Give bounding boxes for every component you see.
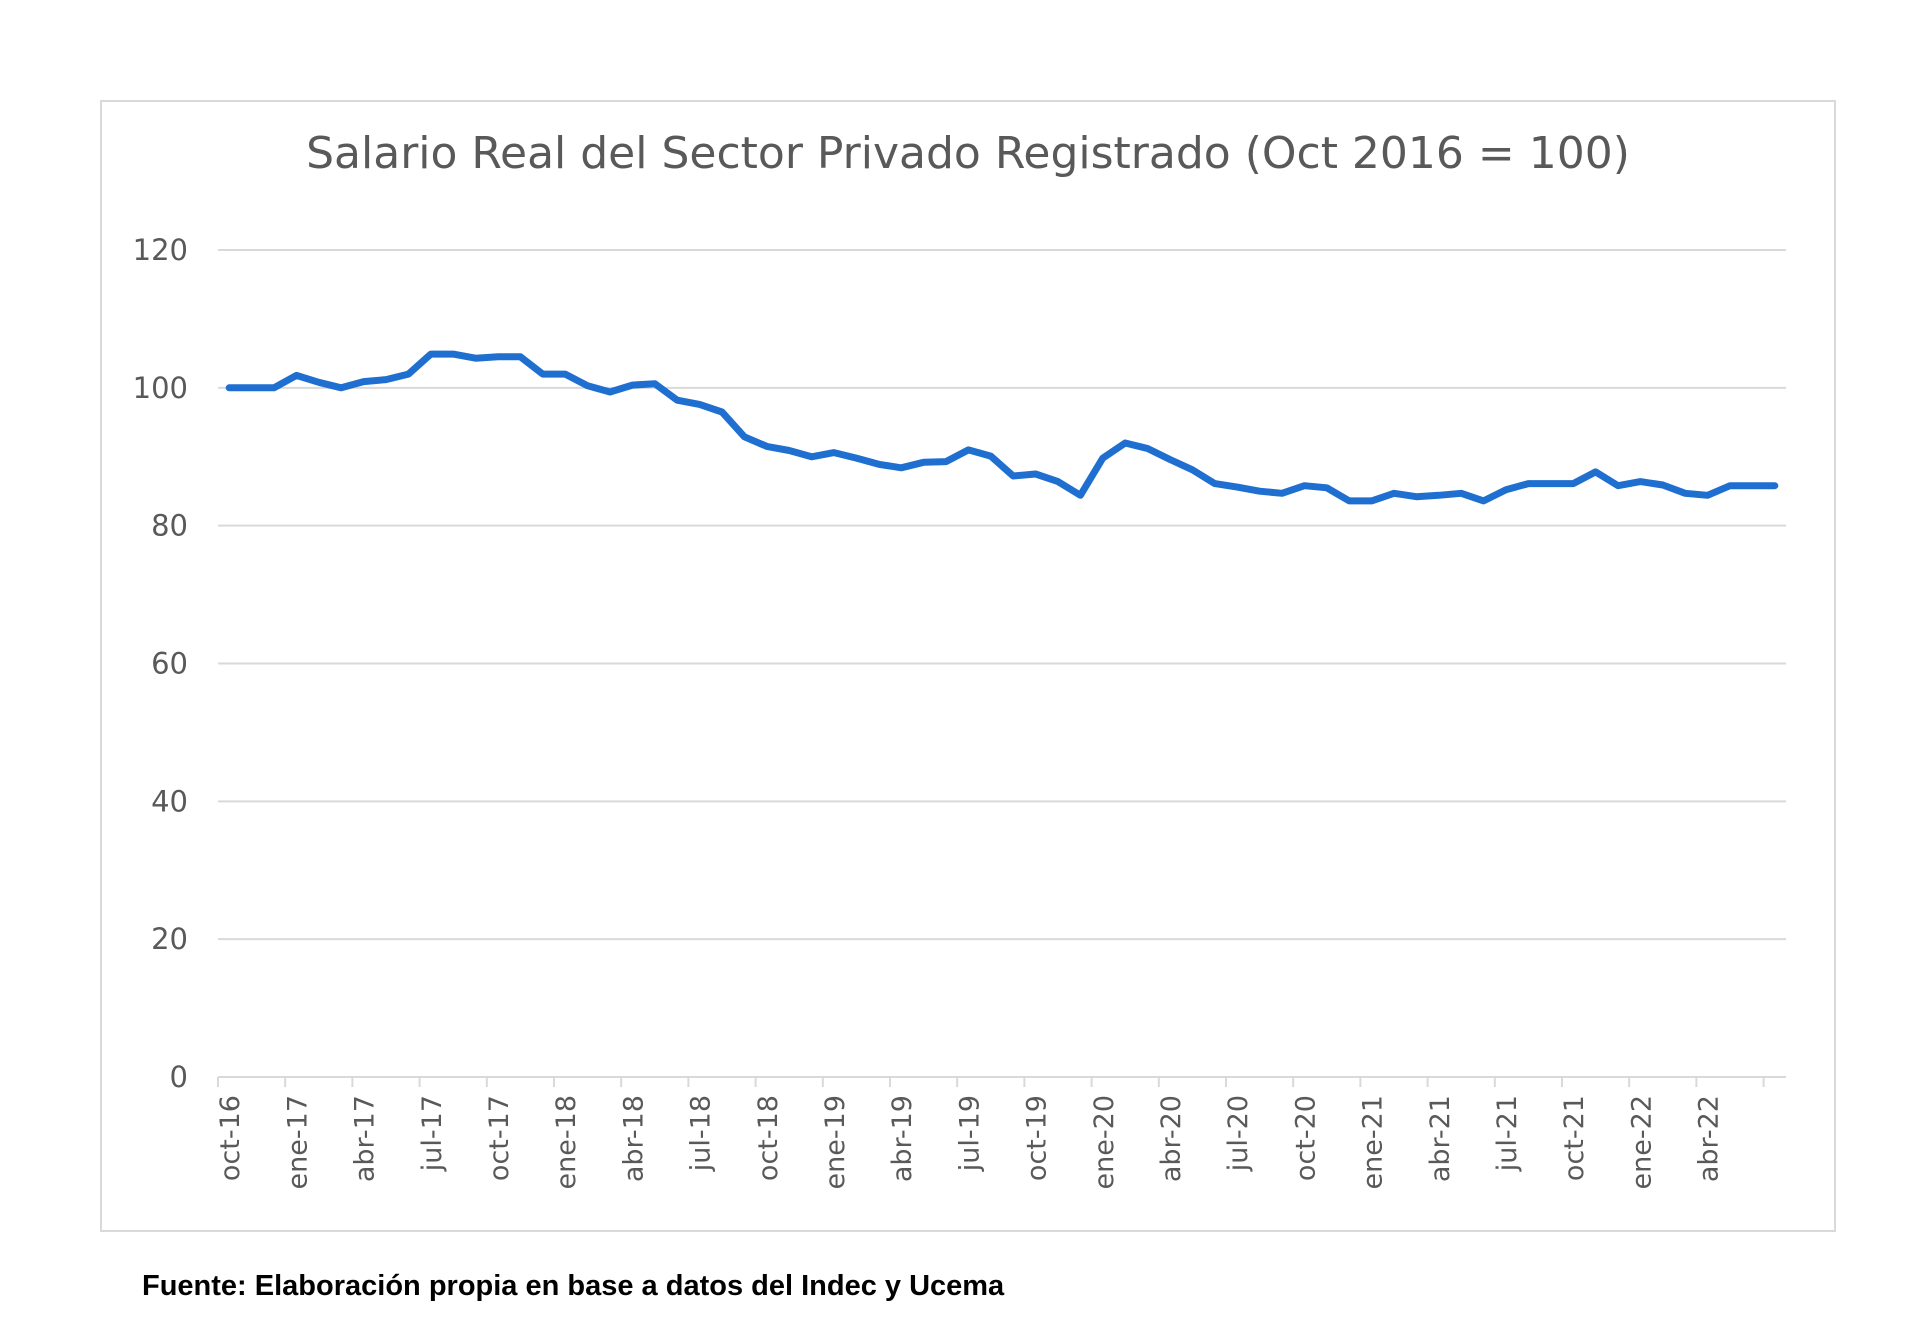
x-tick-label: ene-19 xyxy=(820,1095,851,1189)
x-tick-label: oct-21 xyxy=(1559,1095,1590,1181)
y-tick-label: 40 xyxy=(151,784,188,818)
x-tick-label: jul-19 xyxy=(954,1095,985,1172)
x-axis: oct-16 ene-17 abr-17 jul-17 oct-17 ene-18 abr-… xyxy=(215,1076,1786,1189)
x-tick-label: jul-17 xyxy=(417,1095,448,1172)
y-tick-label: 120 xyxy=(133,233,188,267)
y-tick-label: 100 xyxy=(133,371,188,405)
x-tick-label: jul-20 xyxy=(1223,1095,1254,1172)
y-tick-label: 0 xyxy=(170,1060,188,1094)
y-tick-label: 80 xyxy=(151,509,188,543)
x-tick-label: abr-22 xyxy=(1694,1095,1725,1182)
y-tick-label: 20 xyxy=(151,922,188,956)
x-tick-label: oct-16 xyxy=(215,1095,246,1181)
x-tick-label: abr-20 xyxy=(1156,1095,1187,1182)
source-note: Fuente: Elaboración propia en base a dat… xyxy=(142,1270,1005,1302)
x-tick-label: abr-17 xyxy=(350,1095,381,1182)
y-axis-tick-labels: 0 20 40 60 80 100 120 xyxy=(133,233,188,1094)
x-tick-label: abr-18 xyxy=(618,1095,649,1182)
line-chart: Salario Real del Sector Privado Registra… xyxy=(133,128,1786,1189)
series-layer xyxy=(225,350,1779,505)
x-tick-label: abr-21 xyxy=(1425,1095,1456,1182)
x-tick-label: oct-18 xyxy=(753,1095,784,1181)
x-tick-label: oct-17 xyxy=(484,1095,515,1181)
x-tick-label: ene-17 xyxy=(282,1095,313,1189)
x-tick-label: jul-18 xyxy=(686,1095,717,1172)
x-tick-label: oct-19 xyxy=(1022,1095,1053,1181)
x-tick-label: jul-21 xyxy=(1492,1095,1523,1172)
y-tick-label: 60 xyxy=(151,647,188,681)
x-tick-label: abr-19 xyxy=(887,1095,918,1182)
x-tick-label: ene-20 xyxy=(1089,1095,1120,1189)
x-tick-label: ene-18 xyxy=(551,1095,582,1189)
chart-frame: Salario Real del Sector Privado Registra… xyxy=(100,100,1836,1232)
x-tick-label: ene-21 xyxy=(1358,1095,1389,1189)
x-tick-label: ene-22 xyxy=(1626,1095,1657,1189)
chart-title: Salario Real del Sector Privado Registra… xyxy=(306,128,1630,179)
gridlines xyxy=(218,249,1786,941)
x-tick-label: oct-20 xyxy=(1290,1095,1321,1181)
series-line xyxy=(225,350,1779,505)
